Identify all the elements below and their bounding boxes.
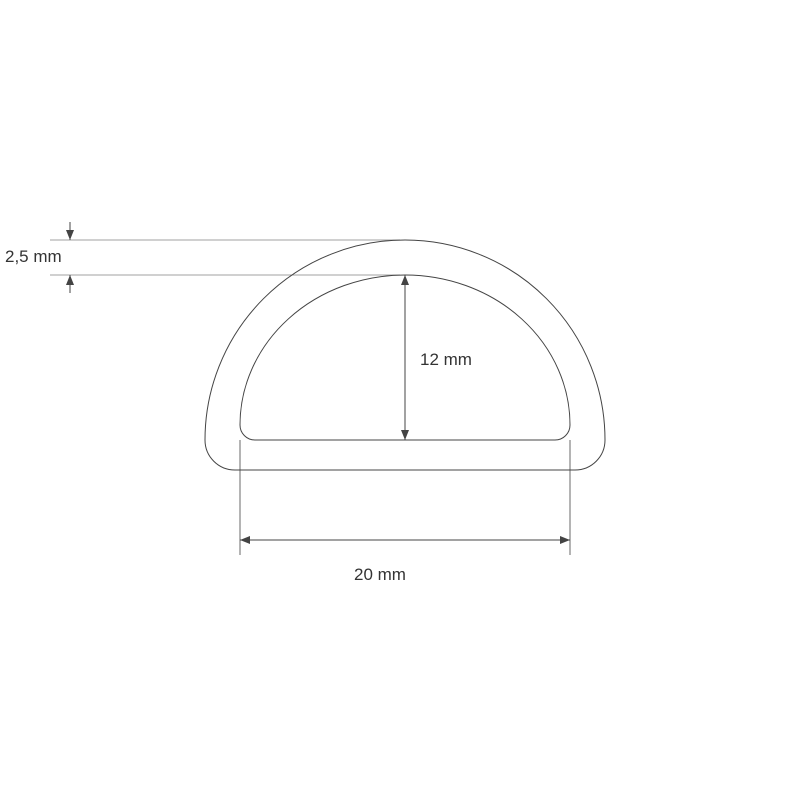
dim-height-label: 12 mm [420, 350, 472, 369]
dim-thickness-label: 2,5 mm [5, 247, 62, 266]
dim-thickness: 2,5 mm [5, 222, 400, 293]
dim-height: 12 mm [401, 275, 472, 440]
d-ring-technical-drawing: 2,5 mm 12 mm 20 mm [0, 0, 800, 800]
dim-width: 20 mm [240, 440, 570, 584]
dim-width-label: 20 mm [354, 565, 406, 584]
